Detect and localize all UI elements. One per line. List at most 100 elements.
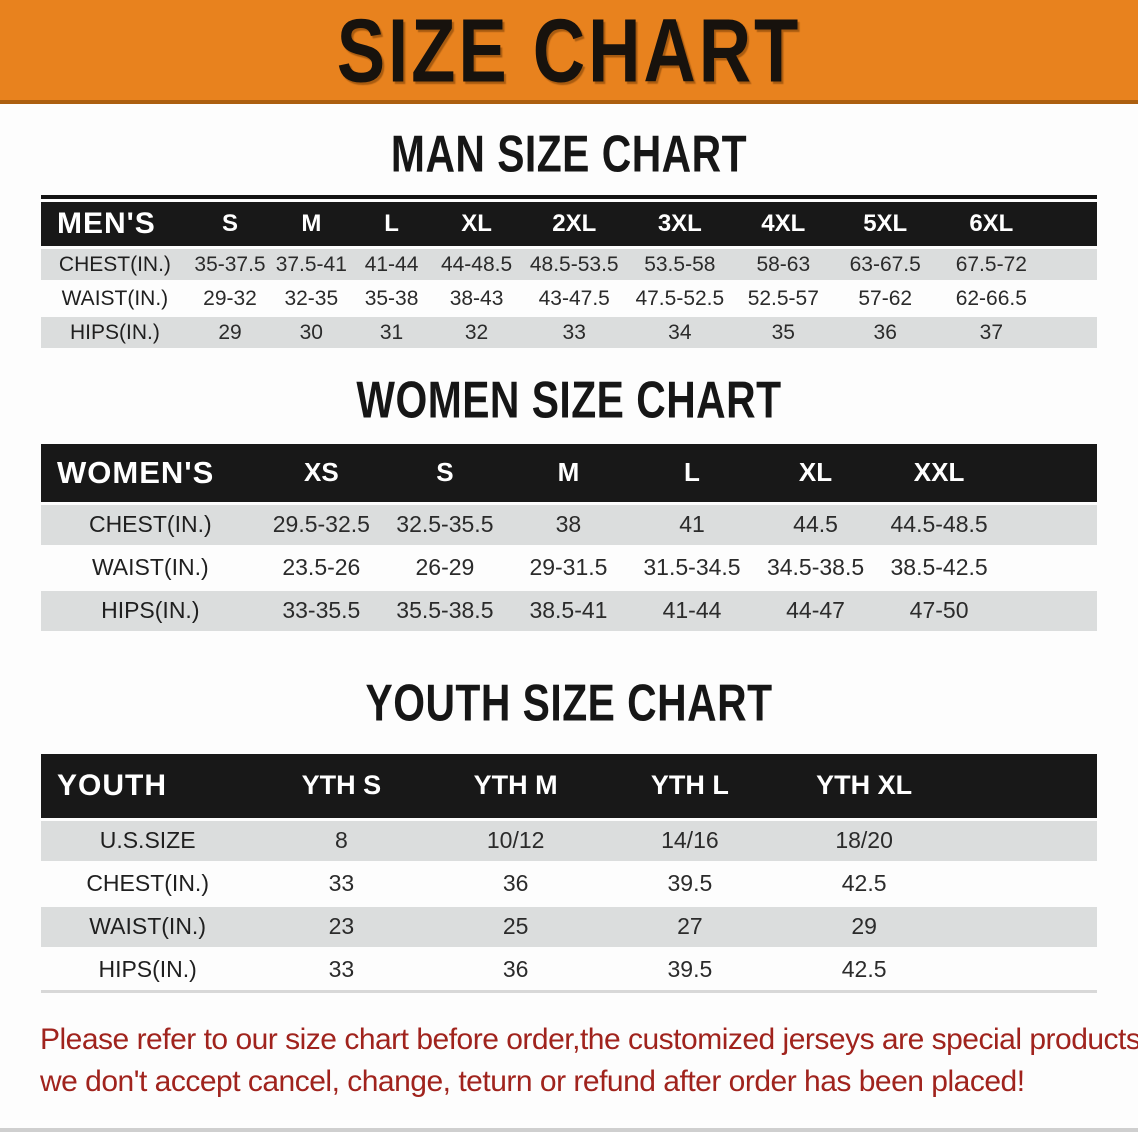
order-policy-line-1: Please refer to our size chart before or… bbox=[40, 1022, 1138, 1056]
row-label: HIPS(IN.) bbox=[41, 587, 260, 631]
size-cell: 39.5 bbox=[602, 946, 777, 992]
womens-column-header: XL bbox=[753, 443, 878, 504]
row-label: WAIST(IN.) bbox=[41, 903, 255, 949]
section-women-size-chart: WOMEN SIZE CHART WOMEN'S XS S M L XL XXL CHEST(… bbox=[0, 373, 1138, 631]
size-cell: 37 bbox=[936, 314, 1047, 349]
size-cell: 57-62 bbox=[834, 280, 937, 316]
filler-cell bbox=[951, 946, 1097, 992]
mens-column-header: 4XL bbox=[732, 202, 834, 248]
section-youth-size-chart: YOUTH SIZE CHART YOUTH YTH S YTH M YTH L YTH… bbox=[0, 675, 1138, 993]
size-cell: 67.5-72 bbox=[936, 246, 1047, 282]
mens-header-filler bbox=[1046, 202, 1097, 248]
size-cell: 30 bbox=[271, 314, 352, 349]
mens-table-topline bbox=[41, 195, 1097, 200]
youth-header-filler bbox=[951, 753, 1097, 820]
youth-size-chart-heading: YOUTH SIZE CHART bbox=[365, 674, 773, 733]
order-policy-line-2: we don't accept cancel, change, teturn o… bbox=[40, 1065, 1025, 1099]
mens-row: HIPS(IN.) 29 30 31 32 33 34 35 36 37 bbox=[41, 314, 1097, 349]
womens-column-header: S bbox=[383, 443, 507, 504]
size-cell: 37.5-41 bbox=[271, 246, 352, 282]
womens-column-header: XS bbox=[259, 443, 384, 504]
section-man-size-chart: MAN SIZE CHART MEN'S S M L XL 2XL 3XL 4XL 5XL 6XL… bbox=[0, 126, 1138, 349]
womens-row: CHEST(IN.) 29.5-32.5 32.5-35.5 38 41 44.5 44.5… bbox=[41, 501, 1097, 547]
size-cell: 39.5 bbox=[602, 860, 777, 906]
size-cell: 35.5-38.5 bbox=[383, 587, 507, 631]
mens-column-header: XL bbox=[431, 202, 522, 248]
size-cell: 36 bbox=[428, 860, 603, 906]
size-chart-banner: SIZE CHART bbox=[0, 0, 1138, 104]
size-cell: 63-67.5 bbox=[834, 246, 937, 282]
filler-cell bbox=[1046, 246, 1097, 282]
size-cell: 36 bbox=[834, 314, 937, 349]
row-label: U.S.SIZE bbox=[41, 817, 255, 863]
row-label: WAIST(IN.) bbox=[41, 280, 189, 316]
size-cell: 10/12 bbox=[428, 817, 603, 863]
size-cell: 42.5 bbox=[777, 946, 952, 992]
size-cell: 8 bbox=[254, 817, 429, 863]
youth-column-header: YTH XL bbox=[777, 753, 952, 820]
size-cell: 47-50 bbox=[877, 587, 1001, 631]
youth-column-header: YTH M bbox=[428, 753, 603, 820]
size-cell: 32.5-35.5 bbox=[383, 501, 507, 547]
size-cell: 33 bbox=[254, 860, 429, 906]
filler-cell bbox=[951, 903, 1097, 949]
size-cell: 38 bbox=[506, 501, 631, 547]
filler-cell bbox=[1000, 544, 1097, 590]
youth-row: CHEST(IN.) 33 36 39.5 42.5 bbox=[41, 860, 1097, 906]
row-label: HIPS(IN.) bbox=[41, 314, 189, 349]
mens-size-table: MEN'S S M L XL 2XL 3XL 4XL 5XL 6XL CHEST(IN.) 35-37… bbox=[41, 202, 1097, 349]
womens-column-header: L bbox=[630, 443, 754, 504]
size-cell: 58-63 bbox=[732, 246, 834, 282]
filler-cell bbox=[1000, 501, 1097, 547]
size-cell: 33 bbox=[254, 946, 429, 992]
size-cell: 33-35.5 bbox=[259, 587, 384, 631]
size-cell: 31.5-34.5 bbox=[630, 544, 754, 590]
row-label: CHEST(IN.) bbox=[41, 860, 255, 906]
size-cell: 29-31.5 bbox=[506, 544, 631, 590]
filler-cell bbox=[951, 817, 1097, 863]
womens-corner-label: WOMEN'S bbox=[41, 443, 260, 504]
size-cell: 34.5-38.5 bbox=[753, 544, 878, 590]
mens-row: WAIST(IN.) 29-32 32-35 35-38 38-43 43-47.5 47.… bbox=[41, 280, 1097, 316]
size-cell: 23 bbox=[254, 903, 429, 949]
row-label: HIPS(IN.) bbox=[41, 946, 255, 992]
youth-row: U.S.SIZE 8 10/12 14/16 18/20 bbox=[41, 817, 1097, 863]
size-cell: 34 bbox=[627, 314, 733, 349]
youth-row: WAIST(IN.) 23 25 27 29 bbox=[41, 903, 1097, 949]
size-cell: 41-44 bbox=[630, 587, 754, 631]
size-cell: 53.5-58 bbox=[627, 246, 733, 282]
mens-corner-label: MEN'S bbox=[41, 202, 189, 248]
size-cell: 27 bbox=[602, 903, 777, 949]
mens-header-row: MEN'S S M L XL 2XL 3XL 4XL 5XL 6XL bbox=[41, 202, 1097, 248]
size-cell: 29-32 bbox=[188, 280, 272, 316]
page-title: SIZE CHART bbox=[336, 0, 802, 101]
womens-header-filler bbox=[1000, 443, 1097, 504]
size-cell: 42.5 bbox=[777, 860, 952, 906]
size-cell: 41-44 bbox=[351, 246, 432, 282]
row-label: CHEST(IN.) bbox=[41, 246, 189, 282]
size-cell: 29 bbox=[188, 314, 272, 349]
bottom-edge-strip bbox=[0, 1128, 1138, 1132]
youth-column-header: YTH L bbox=[602, 753, 777, 820]
women-size-chart-heading: WOMEN SIZE CHART bbox=[356, 372, 782, 430]
row-label: WAIST(IN.) bbox=[41, 544, 260, 590]
size-cell: 44.5 bbox=[753, 501, 878, 547]
size-cell: 38.5-41 bbox=[506, 587, 631, 631]
size-cell: 29 bbox=[777, 903, 952, 949]
size-cell: 52.5-57 bbox=[732, 280, 834, 316]
filler-cell bbox=[951, 860, 1097, 906]
size-cell: 35-38 bbox=[351, 280, 432, 316]
womens-size-table: WOMEN'S XS S M L XL XXL CHEST(IN.) 29.5-32.5 32.5… bbox=[41, 443, 1097, 631]
size-cell: 25 bbox=[428, 903, 603, 949]
youth-column-header: YTH S bbox=[254, 753, 429, 820]
youth-header-row: YOUTH YTH S YTH M YTH L YTH XL bbox=[41, 753, 1097, 820]
size-cell: 29.5-32.5 bbox=[259, 501, 384, 547]
size-cell: 32 bbox=[431, 314, 522, 349]
filler-cell bbox=[1046, 280, 1097, 316]
size-cell: 41 bbox=[630, 501, 754, 547]
mens-table-wrap: MEN'S S M L XL 2XL 3XL 4XL 5XL 6XL CHEST(IN.) 35-37… bbox=[41, 195, 1097, 349]
mens-column-header: 5XL bbox=[834, 202, 937, 248]
size-cell: 26-29 bbox=[383, 544, 507, 590]
youth-corner-label: YOUTH bbox=[41, 753, 255, 820]
mens-column-header: M bbox=[271, 202, 352, 248]
